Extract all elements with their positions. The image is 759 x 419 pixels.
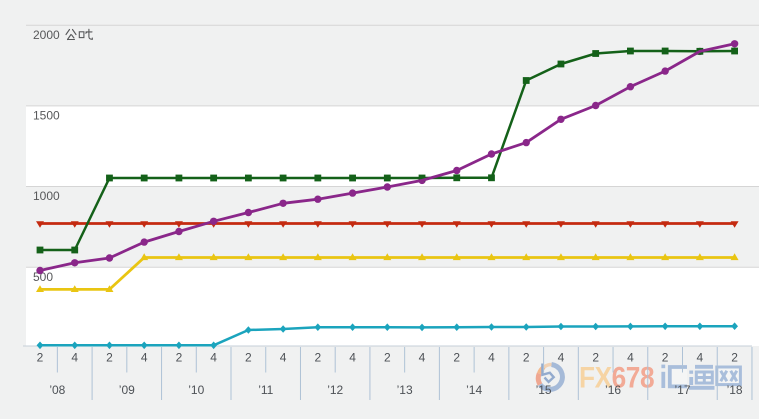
svg-text:’09: ’09 bbox=[119, 383, 135, 397]
svg-text:2: 2 bbox=[245, 351, 252, 365]
svg-text:1500: 1500 bbox=[33, 109, 60, 123]
svg-text:4: 4 bbox=[419, 351, 426, 365]
svg-text:1000: 1000 bbox=[33, 189, 60, 203]
svg-text:’08: ’08 bbox=[49, 383, 65, 397]
svg-text:2: 2 bbox=[176, 351, 183, 365]
svg-text:’12: ’12 bbox=[327, 383, 343, 397]
svg-text:’14: ’14 bbox=[466, 383, 482, 397]
svg-text:4: 4 bbox=[488, 351, 495, 365]
svg-text:4: 4 bbox=[71, 351, 78, 365]
svg-text:’10: ’10 bbox=[188, 383, 204, 397]
svg-text:4: 4 bbox=[210, 351, 217, 365]
svg-text:’15: ’15 bbox=[536, 383, 552, 397]
svg-text:2: 2 bbox=[314, 351, 321, 365]
svg-text:2000: 2000 bbox=[33, 28, 60, 42]
svg-text:2: 2 bbox=[384, 351, 391, 365]
svg-text:’11: ’11 bbox=[258, 383, 273, 397]
svg-text:4: 4 bbox=[349, 351, 356, 365]
svg-text:2: 2 bbox=[523, 351, 530, 365]
svg-text:2: 2 bbox=[662, 351, 669, 365]
svg-text:4: 4 bbox=[141, 351, 148, 365]
svg-text:4: 4 bbox=[280, 351, 287, 365]
svg-text:2: 2 bbox=[37, 351, 44, 365]
svg-text:2: 2 bbox=[731, 351, 738, 365]
svg-text:’17: ’17 bbox=[674, 383, 690, 397]
svg-text:’13: ’13 bbox=[397, 383, 413, 397]
svg-text:2: 2 bbox=[592, 351, 599, 365]
svg-text:2: 2 bbox=[106, 351, 113, 365]
svg-text:4: 4 bbox=[627, 351, 634, 365]
svg-text:2: 2 bbox=[453, 351, 460, 365]
svg-text:’18: ’18 bbox=[727, 383, 743, 397]
svg-text:4: 4 bbox=[697, 351, 704, 365]
svg-text:’16: ’16 bbox=[605, 383, 621, 397]
svg-text:4: 4 bbox=[558, 351, 565, 365]
